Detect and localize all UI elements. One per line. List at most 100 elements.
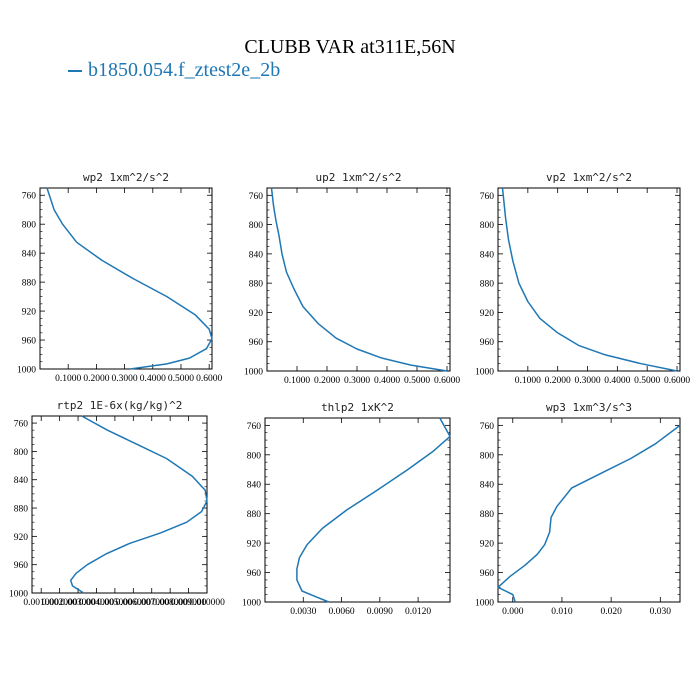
legend-line-icon (68, 70, 82, 73)
series-line (501, 187, 678, 372)
series-line (69, 415, 208, 594)
x-tick-label: 0.020 (600, 607, 622, 617)
y-tick-label: 840 (22, 250, 37, 260)
x-tick-label: 0.000 (502, 607, 524, 617)
y-tick-label: 960 (247, 569, 262, 579)
plot-frame (497, 187, 681, 372)
panel-title: vp2 1xm^2/s^2 (546, 171, 632, 184)
y-tick-label: 800 (22, 221, 37, 231)
series-line (46, 187, 213, 370)
plot-frame (39, 187, 213, 370)
x-tick-label: 0.2000 (314, 376, 340, 386)
y-tick-label: 840 (14, 476, 29, 486)
x-tick-label: 0.5000 (168, 374, 194, 384)
plot-frame (31, 415, 208, 594)
y-tick-label: 960 (480, 338, 495, 348)
plot-frame (264, 417, 451, 603)
chart-panel-1: wp2 1xm^2/s^2 760 800 840 880 920 960 1000 0.100… (17, 171, 222, 384)
legend-label: b1850.054.f_ztest2e_2b (88, 59, 281, 81)
x-tick-label: 0.002000 (42, 598, 78, 608)
x-tick-label: 0.0030 (290, 607, 316, 617)
plot-frame (497, 417, 681, 603)
y-tick-label: 960 (480, 569, 495, 579)
x-tick-label: 0.6000 (196, 374, 222, 384)
x-tick-label: 0.009000 (171, 598, 207, 608)
plot-frame (266, 187, 451, 372)
y-tick-label: 800 (480, 451, 495, 461)
x-tick-label: 0.010000 (189, 598, 225, 608)
y-tick-label: 880 (480, 280, 495, 290)
x-tick-label: 0.5000 (404, 376, 430, 386)
figure-title: CLUBB VAR at311E,56N (244, 36, 456, 58)
y-tick-label: 880 (249, 280, 264, 290)
panel-title: wp2 1xm^2/s^2 (83, 171, 169, 184)
series-line (296, 417, 451, 603)
series-line (270, 187, 448, 372)
chart-panel-5: thlp2 1xK^2 760 800 840 880 920 960 1000 0.0030 0… (242, 401, 451, 617)
x-tick-label: 0.0120 (405, 607, 431, 617)
y-tick-label: 920 (22, 308, 37, 318)
legend: b1850.054.f_ztest2e_2b (68, 59, 280, 82)
chart-panel-2: up2 1xm^2/s^2 760 800 840 880 920 960 1000 0.100… (244, 171, 460, 386)
y-tick-label: 920 (480, 540, 495, 550)
x-tick-label: 0.0060 (328, 607, 354, 617)
y-tick-label: 760 (247, 422, 262, 432)
x-tick-label: 0.5000 (634, 376, 660, 386)
y-tick-label: 800 (249, 221, 264, 231)
x-tick-label: 0.007000 (134, 598, 170, 608)
y-tick-label: 840 (480, 250, 495, 260)
y-tick-label: 840 (247, 481, 262, 491)
chart-panel-4: rtp2 1E-6x(kg/kg)^2 760 800 840 880 920 960 100… (9, 399, 225, 608)
x-tick-label: 0.1000 (515, 376, 541, 386)
y-tick-label: 1000 (475, 599, 494, 609)
x-tick-label: 0.0090 (367, 607, 393, 617)
x-tick-label: 0.4000 (140, 374, 166, 384)
y-tick-label: 880 (14, 505, 29, 515)
x-tick-label: 0.008000 (152, 598, 188, 608)
y-tick-label: 760 (480, 422, 495, 432)
panel-title: thlp2 1xK^2 (321, 401, 394, 414)
x-tick-label: 0.004000 (79, 598, 115, 608)
y-tick-label: 960 (22, 337, 37, 347)
y-tick-label: 920 (14, 533, 29, 543)
y-tick-label: 920 (247, 540, 262, 550)
y-tick-label: 800 (480, 221, 495, 231)
y-tick-label: 1000 (17, 366, 36, 376)
x-tick-label: 0.4000 (374, 376, 400, 386)
y-tick-label: 880 (480, 510, 495, 520)
panel-title: rtp2 1E-6x(kg/kg)^2 (57, 399, 183, 412)
x-tick-label: 0.010 (551, 607, 573, 617)
x-tick-label: 0.006000 (116, 598, 152, 608)
x-tick-label: 0.030 (650, 607, 672, 617)
y-tick-label: 760 (249, 192, 264, 202)
y-tick-label: 920 (249, 309, 264, 319)
x-tick-label: 0.2000 (83, 374, 109, 384)
x-tick-label: 0.3000 (112, 374, 138, 384)
panel-title: up2 1xm^2/s^2 (315, 171, 401, 184)
panel-title: wp3 1xm^3/s^3 (546, 401, 632, 414)
chart-panel-6: wp3 1xm^3/s^3 760 800 840 880 920 960 1000 0.000… (475, 401, 681, 617)
y-tick-label: 760 (14, 420, 29, 430)
y-tick-label: 880 (247, 510, 262, 520)
y-tick-label: 1000 (244, 368, 263, 378)
x-tick-label: 0.005000 (97, 598, 133, 608)
x-tick-label: 0.001000 (23, 598, 59, 608)
x-tick-label: 0.4000 (604, 376, 630, 386)
y-tick-label: 1000 (475, 368, 494, 378)
y-tick-label: 960 (14, 561, 29, 571)
y-tick-label: 880 (22, 279, 37, 289)
y-tick-label: 800 (14, 448, 29, 458)
x-tick-label: 0.2000 (545, 376, 571, 386)
y-tick-label: 1000 (242, 599, 261, 609)
y-tick-label: 960 (249, 338, 264, 348)
chart-panel-3: vp2 1xm^2/s^2 760 800 840 880 920 960 1000 0.100… (475, 171, 690, 386)
series-line (497, 424, 681, 603)
x-tick-label: 0.3000 (574, 376, 600, 386)
y-tick-label: 1000 (9, 590, 28, 600)
x-tick-label: 0.1000 (284, 376, 310, 386)
y-tick-label: 800 (247, 451, 262, 461)
x-tick-label: 0.003000 (60, 598, 96, 608)
x-tick-label: 0.3000 (344, 376, 370, 386)
y-tick-label: 760 (480, 192, 495, 202)
